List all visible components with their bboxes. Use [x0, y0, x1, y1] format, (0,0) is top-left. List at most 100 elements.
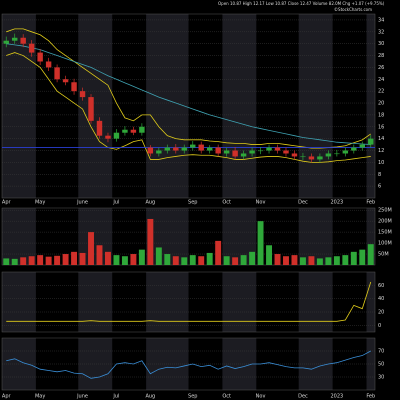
candle-body	[79, 91, 86, 98]
candle-body	[351, 147, 357, 151]
volume-bar	[54, 255, 61, 265]
x-tick-label: Aug	[145, 200, 155, 206]
month-shade	[366, 272, 375, 332]
volume-bar	[291, 255, 298, 265]
panel-frame	[1, 207, 376, 266]
volume-bar	[198, 256, 205, 265]
y-tick-label: 20	[378, 310, 384, 316]
x-tick-label: Aug	[145, 394, 155, 400]
month-shade	[146, 338, 189, 390]
candle-body	[113, 132, 120, 139]
y-tick-label: 24	[378, 77, 384, 83]
volume-bar	[206, 252, 213, 265]
candle-body	[325, 153, 332, 157]
x-tick-label: Dec	[298, 394, 308, 400]
candle-body	[249, 150, 255, 154]
candle-body	[317, 156, 323, 160]
x-tick-label: Dec	[298, 200, 308, 206]
month-shade	[222, 14, 257, 198]
x-tick-label: Feb	[366, 200, 375, 206]
x-tick-label: 2023	[330, 200, 343, 206]
candle-body	[181, 147, 187, 151]
candle-body	[223, 150, 230, 154]
candle-body	[206, 147, 213, 151]
x-tick-label: June	[76, 200, 88, 206]
indicator-line	[6, 350, 371, 379]
volume-bar	[274, 254, 281, 265]
y-tick-label: 30	[378, 41, 384, 47]
candle-body	[266, 147, 272, 151]
candle-body	[130, 129, 137, 133]
candle-body	[12, 37, 18, 41]
y-tick-label: 70	[378, 349, 384, 355]
x-tick-label: Sep	[188, 200, 197, 206]
month-shade	[2, 272, 36, 332]
y-tick-label: 250M	[378, 208, 392, 214]
volume-bar	[215, 240, 222, 265]
volume-bar	[3, 258, 10, 265]
quote-header: Open 10.87 High 12.17 Low 10.87 Close 12…	[218, 1, 385, 6]
month-shade	[298, 208, 333, 265]
volume-bar	[189, 255, 196, 265]
month-shade	[78, 272, 113, 332]
y-tick-label: 100M	[378, 241, 392, 247]
candle-body	[198, 144, 204, 151]
candle-body	[342, 150, 349, 154]
candle-body	[71, 82, 77, 92]
candle-body	[28, 43, 35, 53]
x-tick-label: May	[35, 394, 45, 400]
y-tick-label: 30	[378, 375, 384, 381]
volume-bar	[283, 256, 289, 265]
candle-body	[96, 120, 103, 136]
y-tick-label: 50	[378, 362, 384, 368]
month-shade	[146, 272, 189, 332]
month-shade	[222, 272, 257, 332]
candle-body	[105, 135, 111, 139]
volume-bar	[147, 218, 154, 265]
month-shade	[298, 14, 333, 198]
panel-frame	[1, 271, 376, 333]
candle-body	[122, 129, 128, 133]
volume-bar	[79, 252, 86, 265]
x-tick-label: Nov	[256, 200, 266, 206]
candle-body	[173, 147, 179, 151]
y-tick-label: 60	[378, 283, 384, 289]
volume-bar	[88, 232, 94, 265]
y-tick-label: 34	[378, 17, 384, 23]
volume-bar	[164, 254, 171, 265]
candle-body	[291, 153, 298, 157]
month-shade	[78, 14, 113, 198]
credit: ©StockCharts.com	[334, 7, 372, 12]
volume-bar	[121, 256, 128, 265]
volume-bar	[342, 255, 349, 265]
volume-bar	[181, 257, 188, 265]
month-shade	[2, 208, 36, 265]
volume-bar	[37, 255, 44, 265]
volume-bar	[232, 257, 239, 265]
candle-body	[215, 147, 221, 154]
candle-body	[3, 40, 9, 44]
x-tick-label: Oct	[222, 394, 231, 400]
candle-body	[62, 79, 69, 83]
volume-bar	[113, 255, 120, 265]
x-tick-label: Nov	[256, 394, 266, 400]
volume-bar	[350, 251, 357, 265]
volume-bar	[316, 258, 323, 265]
overlay-line	[6, 43, 371, 145]
y-tick-label: 12	[378, 148, 384, 154]
volume-bar	[130, 254, 137, 265]
candle-body	[257, 150, 264, 152]
candle-body	[308, 156, 315, 160]
y-tick-label: 16	[378, 124, 384, 130]
x-tick-label: 2023	[330, 394, 343, 400]
month-shade	[78, 338, 113, 390]
volume-bar	[45, 256, 52, 265]
volume-bar	[138, 249, 145, 265]
candle-body	[20, 37, 26, 44]
x-tick-label: Apr	[2, 394, 12, 400]
candle-body	[300, 156, 306, 158]
y-tick-label: 10	[378, 160, 384, 166]
